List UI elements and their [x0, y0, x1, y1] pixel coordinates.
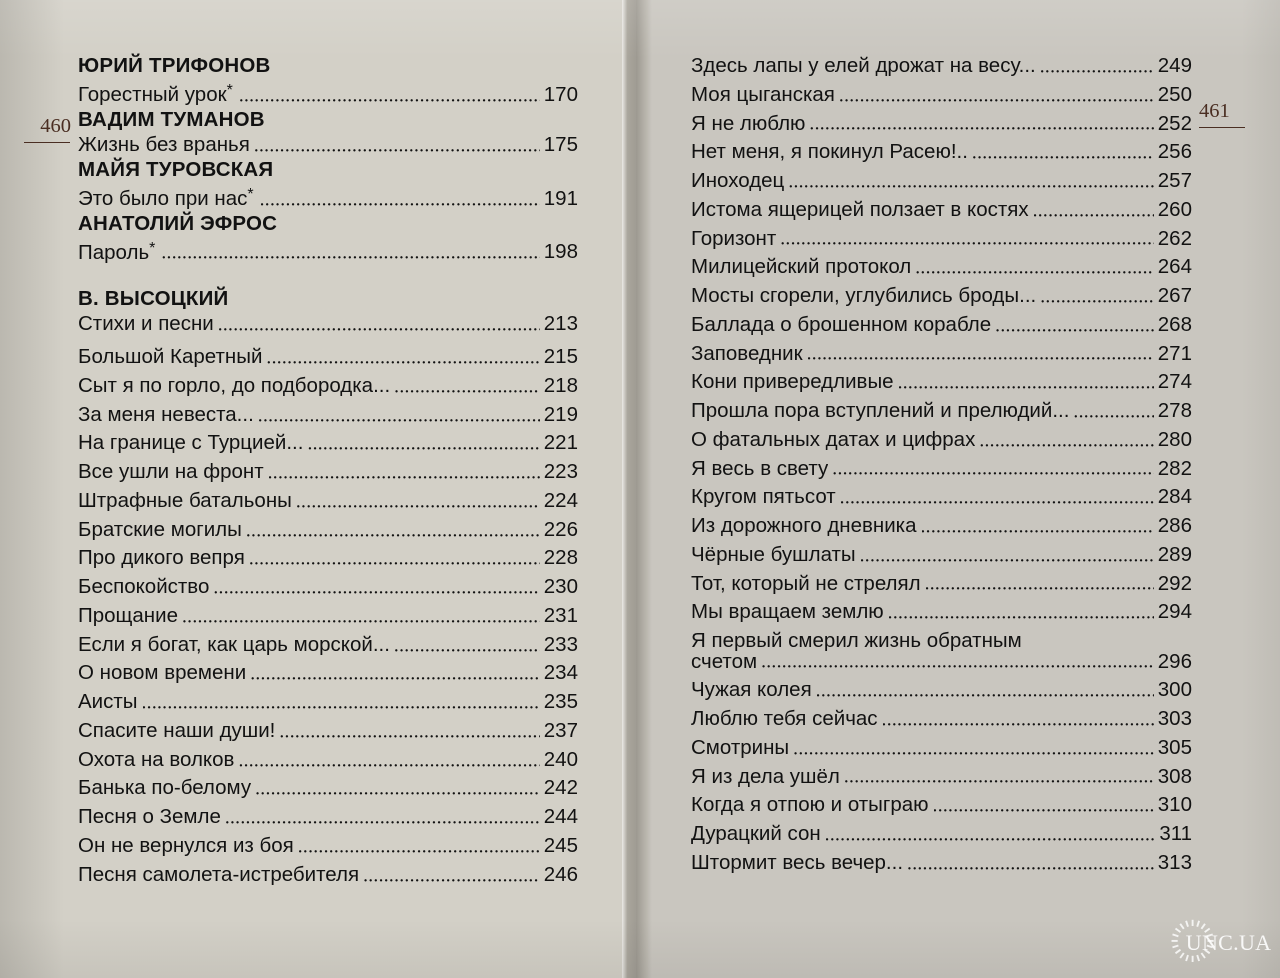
- svg-text:UNC.UA: UNC.UA: [1186, 930, 1272, 955]
